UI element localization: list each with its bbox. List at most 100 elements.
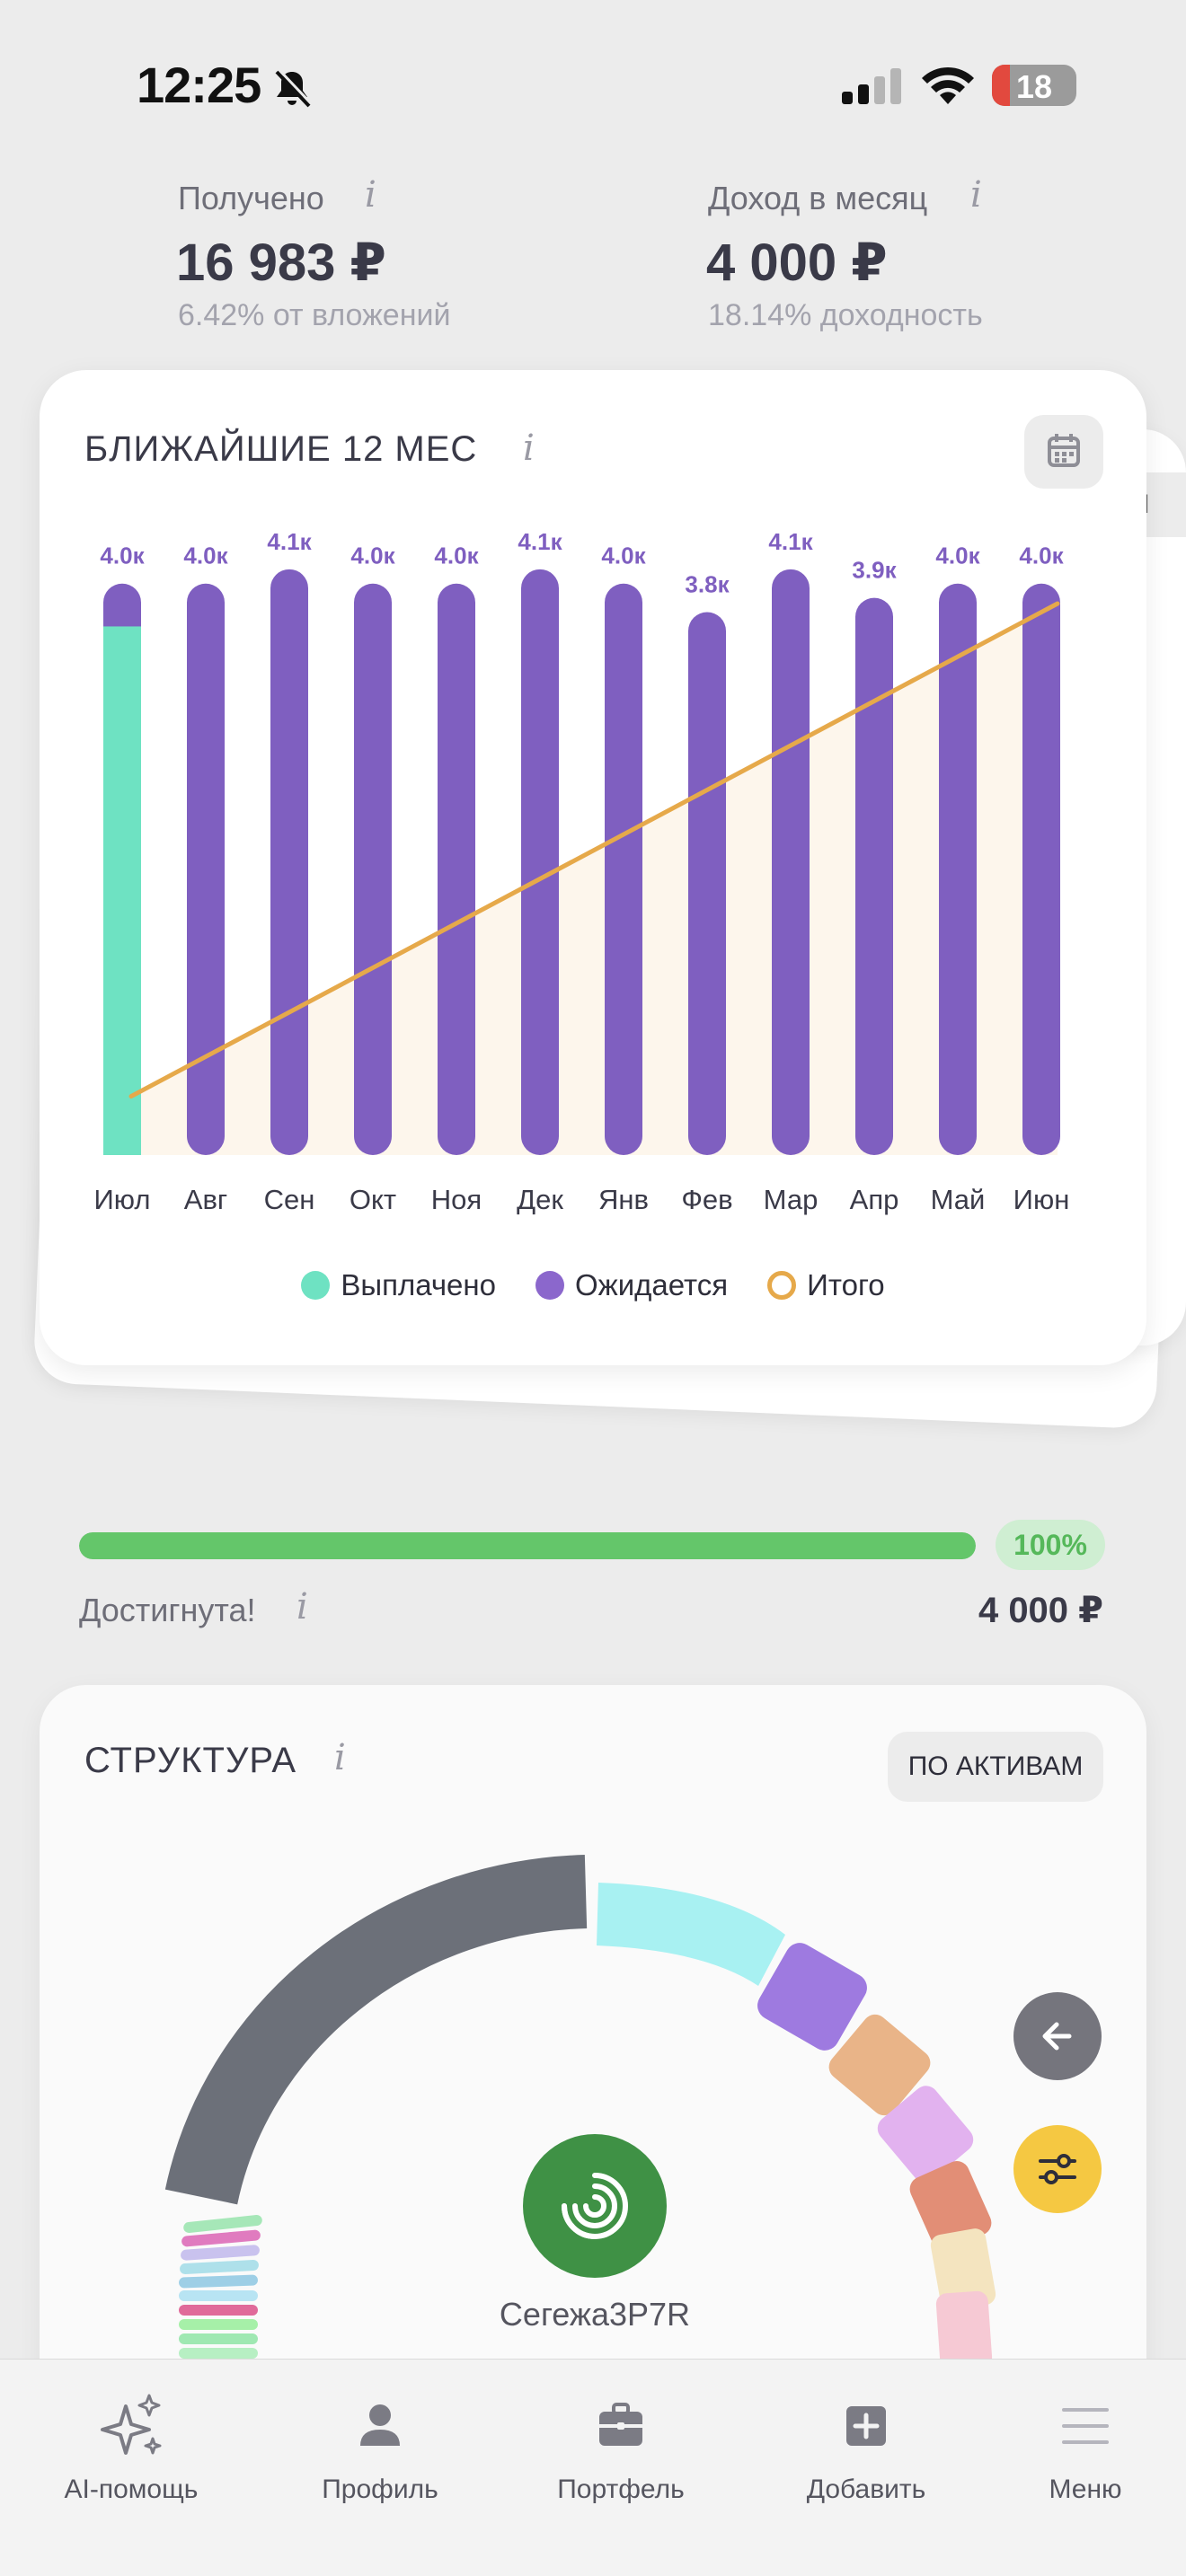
- donut-segment[interactable]: [597, 1883, 785, 1986]
- nav-add[interactable]: Добавить: [758, 2390, 974, 2505]
- nav-menu[interactable]: Меню: [978, 2390, 1186, 2505]
- nav-label: Добавить: [806, 2475, 926, 2504]
- upcoming-bar-chart: 4.0к Июл 4.0к Авг 4.1к Сен 4.0к Окт 4.0к Ноя 4.1к Д…: [94, 528, 1070, 1215]
- nav-label: AI-помощь: [64, 2475, 199, 2504]
- upcoming-title: БЛИЖАЙШИЕ 12 МЕС: [84, 429, 478, 469]
- legend-expected-label: Ожидается: [574, 1268, 729, 1301]
- x-tick-label: Апр: [850, 1184, 899, 1215]
- received-label: Получено: [178, 180, 324, 216]
- bar-expected: [688, 612, 726, 1155]
- back-arrow-button[interactable]: [1013, 1992, 1102, 2080]
- cumulative-line: [128, 601, 1060, 1099]
- structure-info-icon[interactable]: i: [334, 1737, 346, 1778]
- donut-segment[interactable]: [906, 2157, 996, 2255]
- legend-expected-swatch: [535, 1271, 564, 1300]
- goal-status-label: Достигнута!: [79, 1592, 256, 1628]
- person-icon: [360, 2404, 400, 2446]
- donut-segment[interactable]: [164, 1855, 588, 2205]
- cumulative-area: [122, 604, 1058, 1155]
- arrow-left-icon: [1042, 2022, 1072, 2051]
- battery-indicator: 18: [992, 65, 1076, 106]
- legend-total-swatch: [767, 1271, 797, 1300]
- bar-expected: [1022, 583, 1060, 1155]
- bar-value-label: 4.0к: [100, 543, 145, 569]
- legend-paid-label: Выплачено: [341, 1268, 496, 1301]
- sparkles-icon: [101, 2394, 162, 2455]
- x-tick-label: Дек: [517, 1184, 563, 1215]
- bottom-navigation: AI-помощь Профиль Портфель Добавить Меню: [0, 2359, 1186, 2576]
- x-tick-label: Мар: [764, 1184, 819, 1215]
- bar-value-label: 4.0к: [935, 543, 980, 569]
- monthly-income-sub: 18.14% доходность: [708, 298, 983, 332]
- bar-expected: [187, 583, 225, 1155]
- nav-portfolio[interactable]: Портфель: [513, 2390, 729, 2505]
- nav-label: Портфель: [557, 2475, 685, 2504]
- bar-value-label: 4.0к: [183, 543, 228, 569]
- goal-percent-badge: 100%: [996, 1520, 1105, 1570]
- legend-total[interactable]: Итого: [767, 1268, 885, 1302]
- donut-segment[interactable]: [935, 2290, 993, 2371]
- donut-small-segments[interactable]: [179, 2214, 263, 2359]
- calendar-button[interactable]: [1024, 415, 1103, 489]
- structure-title: СТРУКТУРА: [84, 1741, 297, 1780]
- legend-paid[interactable]: Выплачено: [301, 1268, 496, 1302]
- nav-label: Меню: [1049, 2475, 1122, 2504]
- bar-value-label: 4.0к: [1019, 543, 1064, 569]
- bar-value-label: 4.0к: [350, 543, 395, 569]
- goal-value: 4 000 ₽: [978, 1591, 1103, 1630]
- bar-value-label: 4.1к: [518, 528, 562, 555]
- plus-square-icon: [846, 2406, 886, 2446]
- bar-expected: [855, 597, 893, 1155]
- nav-label: Профиль: [322, 2475, 438, 2504]
- legend-total-label: Итого: [807, 1268, 885, 1301]
- battery-level: 18: [1015, 68, 1053, 105]
- bar-paid: [103, 626, 141, 1155]
- goal-progress-bar: [79, 1532, 976, 1559]
- donut-segment[interactable]: [929, 2227, 997, 2312]
- received-info-icon[interactable]: i: [365, 174, 376, 216]
- filter-button[interactable]: [1013, 2125, 1102, 2213]
- monthly-income-info-icon[interactable]: i: [970, 174, 982, 216]
- bar-value-label: 3.9к: [852, 557, 897, 584]
- nav-profile[interactable]: Профиль: [272, 2390, 488, 2505]
- monthly-income-value: 4 000 ₽: [706, 234, 888, 292]
- bar-expected: [270, 569, 308, 1155]
- received-value: 16 983 ₽: [176, 234, 386, 292]
- bar-expected: [939, 583, 977, 1155]
- chart-legend: Выплачено Ожидается Итого: [40, 1268, 1146, 1302]
- legend-expected[interactable]: Ожидается: [535, 1268, 728, 1302]
- donut-segment[interactable]: [824, 2009, 935, 2121]
- by-assets-button[interactable]: ПО АКТИВАМ: [888, 1732, 1103, 1802]
- bar-value-label: 3.8к: [685, 571, 730, 598]
- bar-value-label: 4.1к: [267, 528, 312, 555]
- x-tick-label: Июн: [1013, 1184, 1070, 1215]
- x-tick-label: Сен: [264, 1184, 315, 1215]
- donut-segment[interactable]: [752, 1937, 872, 2055]
- structure-donut-chart[interactable]: [40, 1685, 1146, 2576]
- goal-progress-fill: [79, 1532, 976, 1559]
- bell-muted-icon: [275, 67, 313, 108]
- bar-expected: [521, 569, 559, 1155]
- cell-signal-icon: [842, 68, 901, 104]
- asset-logo-icon: [562, 2173, 628, 2239]
- goal-info-icon[interactable]: i: [296, 1586, 308, 1628]
- legend-paid-swatch: [301, 1271, 331, 1300]
- x-tick-label: Янв: [598, 1184, 649, 1215]
- x-tick-label: Фев: [681, 1184, 732, 1215]
- upcoming-info-icon[interactable]: i: [523, 428, 535, 469]
- x-tick-label: Ноя: [431, 1184, 482, 1215]
- x-tick-label: Май: [931, 1184, 986, 1215]
- bar-expected: [772, 569, 810, 1155]
- calendar-icon: [1048, 434, 1080, 467]
- bar-expected: [605, 583, 642, 1155]
- bar-expected: [438, 583, 475, 1155]
- wifi-icon: [922, 66, 974, 104]
- bar-value-label: 4.1к: [768, 528, 813, 555]
- donut-segment[interactable]: [872, 2081, 978, 2188]
- briefcase-icon: [599, 2403, 642, 2446]
- nav-ai-help[interactable]: AI-помощь: [23, 2390, 239, 2505]
- upcoming-payments-card: БЛИЖАЙШИЕ 12 МЕС i 4.0к Июл 4.0к Авг 4.1к Сен…: [40, 370, 1146, 1365]
- selected-asset-logo[interactable]: [523, 2134, 667, 2278]
- x-tick-label: Авг: [184, 1184, 227, 1215]
- selected-asset-name: Сегежа3P7R: [499, 2296, 691, 2333]
